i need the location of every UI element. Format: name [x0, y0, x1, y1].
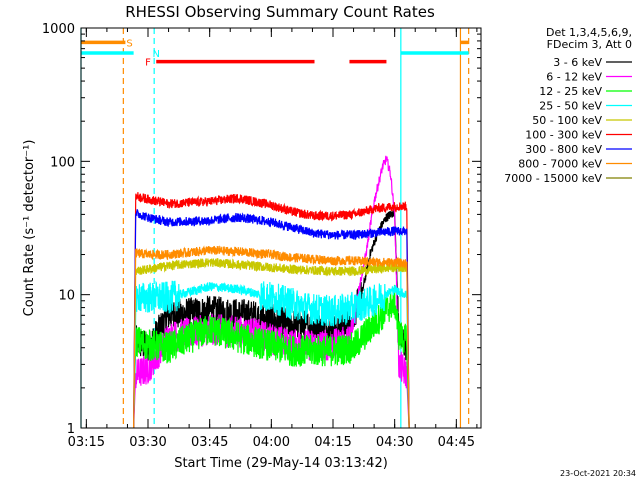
axes: 03:15 03:30 03:45 04:00 04:15 04:30 04:45 1 10 10…	[42, 22, 481, 450]
x-axis-label: Start Time (29-May-14 03:13:42)	[174, 456, 388, 471]
legend-label-0: 3 - 6 keV	[553, 56, 602, 69]
x-tick-label-0: 03:15	[68, 435, 105, 450]
legend: Det 1,3,4,5,6,9,FDecim 3, Att 0 3 - 6 keV…	[504, 26, 632, 185]
legend-label-2: 12 - 25 keV	[539, 85, 602, 98]
series-line-2	[133, 284, 410, 429]
legend-label-7: 800 - 7000 keV	[518, 158, 602, 171]
flag-f-label: F	[145, 58, 151, 69]
legend-header-1: FDecim 3, Att 0	[547, 38, 632, 51]
legend-label-5: 100 - 300 keV	[525, 129, 602, 142]
chart-title: RHESSI Observing Summary Count Rates	[125, 3, 435, 21]
legend-header-0: Det 1,3,4,5,6,9,	[546, 26, 632, 39]
x-tick-label-1: 03:30	[129, 435, 166, 450]
y-tick-label-3: 1000	[42, 22, 75, 37]
x-tick-label-2: 03:45	[191, 435, 228, 450]
y-tick-label-2: 100	[50, 155, 75, 170]
plot-frame	[80, 27, 482, 429]
x-tick-label-6: 04:45	[438, 435, 475, 450]
legend-label-6: 300 - 800 keV	[525, 143, 602, 156]
series-line-6	[133, 209, 410, 429]
series-line-3	[133, 280, 410, 429]
plot-area: S NF	[80, 28, 470, 429]
flag-n-label: N	[152, 49, 159, 60]
series-line-0	[133, 208, 410, 429]
series-line-5	[133, 192, 410, 429]
legend-label-1: 6 - 12 keV	[546, 71, 602, 84]
x-tick-label-4: 04:15	[314, 435, 351, 450]
legend-label-4: 50 - 100 keV	[532, 114, 602, 127]
legend-label-3: 25 - 50 keV	[539, 100, 602, 113]
x-tick-label-5: 04:30	[376, 435, 413, 450]
y-tick-label-1: 10	[58, 289, 75, 304]
flag-s-label: S	[126, 38, 132, 49]
series-line-4	[133, 258, 410, 429]
series-line-7	[133, 245, 410, 429]
y-tick-label-0: 1	[67, 422, 75, 437]
y-axis-label: Count Rate (s⁻¹ detector⁻¹)	[22, 140, 37, 317]
footer-timestamp: 23-Oct-2021 20:34	[560, 469, 636, 478]
x-tick-label-3: 04:00	[253, 435, 290, 450]
legend-label-8: 7000 - 15000 keV	[504, 172, 602, 185]
